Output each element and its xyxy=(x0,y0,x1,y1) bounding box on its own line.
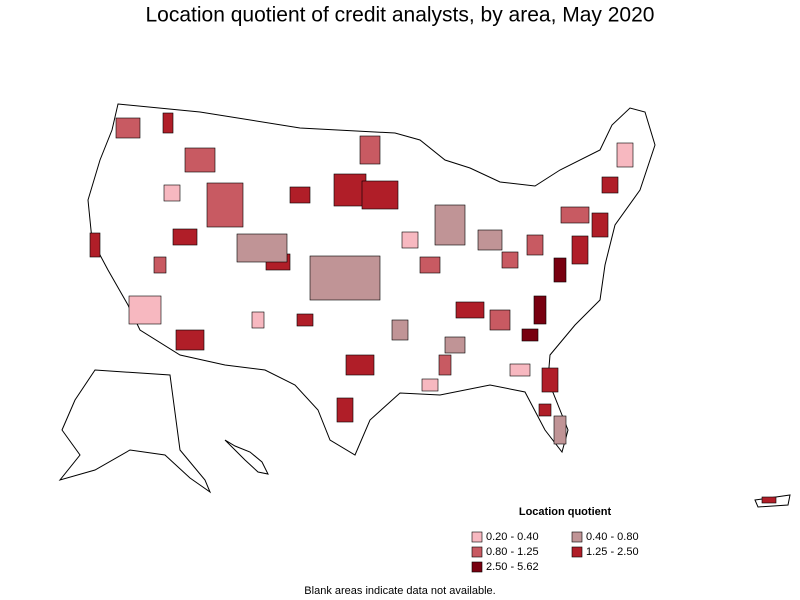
area xyxy=(477,229,503,251)
area xyxy=(541,367,559,393)
area xyxy=(538,403,552,417)
area xyxy=(172,228,198,246)
legend-title: Location quotient xyxy=(519,506,612,518)
area xyxy=(401,231,419,249)
area xyxy=(296,313,314,327)
us-outline xyxy=(58,103,791,508)
alaska xyxy=(58,369,212,494)
area xyxy=(289,186,311,204)
area xyxy=(434,204,466,246)
area xyxy=(162,112,174,134)
legend-swatch xyxy=(471,561,483,573)
note: Blank areas indicate data not available. xyxy=(304,585,495,597)
area xyxy=(509,363,531,377)
area xyxy=(163,184,181,202)
area xyxy=(601,176,619,194)
legend-label: 0.20 - 0.40 xyxy=(486,531,539,543)
area xyxy=(419,256,441,274)
legend-label: 0.40 - 0.80 xyxy=(586,531,639,543)
area xyxy=(553,257,567,283)
area xyxy=(455,301,485,319)
area xyxy=(89,232,101,258)
legend-label: 2.50 - 5.62 xyxy=(486,561,539,573)
area xyxy=(761,496,777,504)
areas xyxy=(89,112,777,504)
area xyxy=(501,251,519,269)
area xyxy=(115,117,141,139)
area xyxy=(206,182,244,228)
area xyxy=(251,311,265,329)
hawaii xyxy=(224,439,269,475)
area xyxy=(616,142,634,168)
area xyxy=(591,212,609,238)
area xyxy=(184,147,216,173)
legend-label: 0.80 - 1.25 xyxy=(486,546,539,558)
area xyxy=(128,295,162,325)
area xyxy=(521,328,539,342)
area xyxy=(571,235,589,265)
area xyxy=(560,206,590,224)
legend-swatch xyxy=(471,546,483,558)
area xyxy=(175,329,205,351)
area xyxy=(421,378,439,392)
area xyxy=(438,354,452,376)
area xyxy=(336,397,354,423)
legend-label: 1.25 - 2.50 xyxy=(586,546,639,558)
area xyxy=(391,319,409,341)
area xyxy=(553,415,567,445)
area xyxy=(345,354,375,376)
legend-swatch xyxy=(571,531,583,543)
area xyxy=(526,234,544,256)
legend-swatch xyxy=(571,546,583,558)
map-title: Location quotient of credit analysts, by… xyxy=(146,4,655,27)
area xyxy=(533,295,547,325)
legend-swatch xyxy=(471,531,483,543)
area xyxy=(309,255,381,301)
area xyxy=(236,233,288,263)
area xyxy=(444,336,466,354)
area xyxy=(153,256,167,274)
area xyxy=(333,173,367,207)
area xyxy=(489,309,511,331)
area xyxy=(361,180,399,210)
area xyxy=(359,135,381,165)
legend: 0.20 - 0.40 0.40 - 0.80 0.80 - 1.25 1.25 - … xyxy=(471,531,639,573)
